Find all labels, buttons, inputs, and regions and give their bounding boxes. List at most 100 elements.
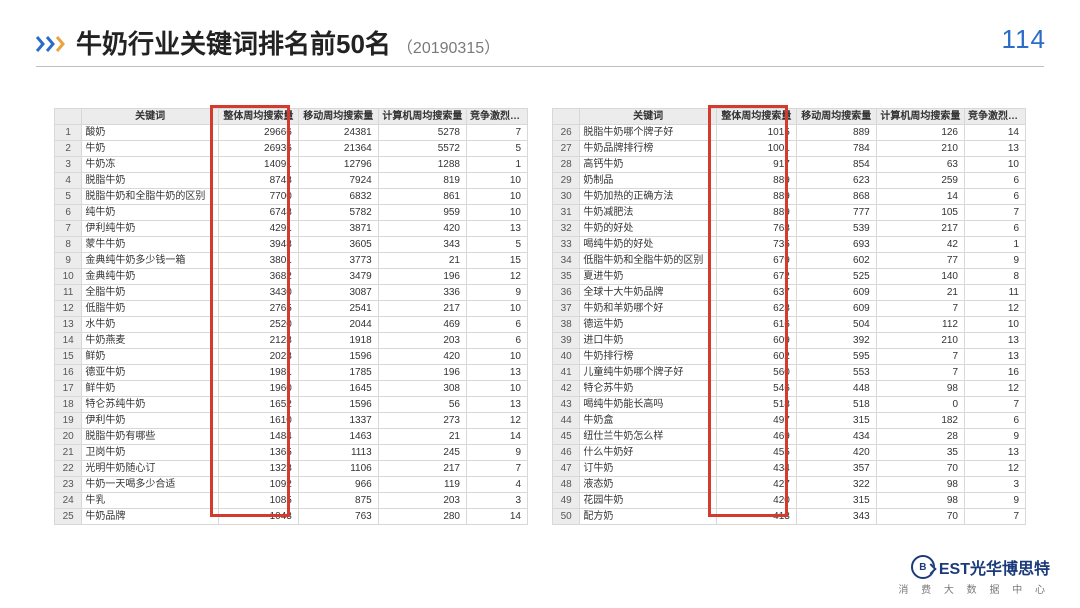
cell-index: 7 <box>55 221 82 237</box>
table-row: 21卫岗牛奶136511132459 <box>55 445 528 461</box>
table-row: 35夏进牛奶6725251408 <box>553 269 1026 285</box>
cell-total: 889 <box>716 173 796 189</box>
header: 牛奶行业关键词排名前50名 （20190315） <box>36 24 1044 61</box>
cell-compete: 6 <box>965 189 1026 205</box>
cell-compete: 10 <box>467 349 528 365</box>
cell-pc: 14 <box>876 189 964 205</box>
cell-compete: 13 <box>467 397 528 413</box>
cell-compete: 6 <box>965 173 1026 189</box>
table-row: 34低脂牛奶和全脂牛奶的区别679602779 <box>553 253 1026 269</box>
table-row: 32牛奶的好处7635392176 <box>553 221 1026 237</box>
cell-pc: 98 <box>876 477 964 493</box>
cell-total: 413 <box>716 509 796 525</box>
cell-index: 13 <box>55 317 82 333</box>
cell-index: 14 <box>55 333 82 349</box>
page-title: 牛奶行业关键词排名前50名 <box>76 24 391 61</box>
cell-keyword: 牛奶一天喝多少合适 <box>82 477 219 493</box>
table-row: 50配方奶413343707 <box>553 509 1026 525</box>
table-row: 9金典纯牛奶多少钱一箱380137732115 <box>55 253 528 269</box>
cell-mobile: 553 <box>796 365 876 381</box>
cell-mobile: 448 <box>796 381 876 397</box>
cell-pc: 126 <box>876 125 964 141</box>
cell-pc: 217 <box>378 301 466 317</box>
cell-pc: 119 <box>378 477 466 493</box>
table-row: 28高钙牛奶9178546310 <box>553 157 1026 173</box>
cell-total: 1652 <box>218 397 298 413</box>
cell-index: 20 <box>55 429 82 445</box>
cell-pc: 0 <box>876 397 964 413</box>
cell-keyword: 德亚牛奶 <box>82 365 219 381</box>
col-keyword: 关键词 <box>82 109 219 125</box>
cell-keyword: 低脂牛奶和全脂牛奶的区别 <box>580 253 717 269</box>
tables-container: 关键词 整体周均搜索量 移动周均搜索量 计算机周均搜索量 竞争激烈程度 1酸奶2… <box>54 108 1026 525</box>
cell-compete: 14 <box>467 509 528 525</box>
table-row: 8蒙牛牛奶394836053435 <box>55 237 528 253</box>
chevron-icon <box>36 35 46 53</box>
cell-keyword: 订牛奶 <box>580 461 717 477</box>
cell-compete: 7 <box>965 205 1026 221</box>
table-row: 43喝纯牛奶能长高吗51851807 <box>553 397 1026 413</box>
cell-pc: 420 <box>378 349 466 365</box>
cell-keyword: 高钙牛奶 <box>580 157 717 173</box>
cell-compete: 12 <box>965 381 1026 397</box>
cell-index: 17 <box>55 381 82 397</box>
table-row: 38德运牛奶61650411210 <box>553 317 1026 333</box>
cell-pc: 98 <box>876 493 964 509</box>
table-row: 17鲜牛奶1960164530810 <box>55 381 528 397</box>
cell-index: 48 <box>553 477 580 493</box>
cell-mobile: 777 <box>796 205 876 221</box>
cell-index: 11 <box>55 285 82 301</box>
table-row: 4脱脂牛奶8743792481910 <box>55 173 528 189</box>
cell-pc: 196 <box>378 269 466 285</box>
cell-mobile: 357 <box>796 461 876 477</box>
cell-mobile: 3773 <box>298 253 378 269</box>
header-rule <box>36 66 1044 67</box>
cell-mobile: 21364 <box>298 141 378 157</box>
cell-compete: 11 <box>965 285 1026 301</box>
cell-total: 1323 <box>218 461 298 477</box>
cell-index: 26 <box>553 125 580 141</box>
cell-index: 25 <box>55 509 82 525</box>
cell-mobile: 12796 <box>298 157 378 173</box>
cell-index: 12 <box>55 301 82 317</box>
cell-mobile: 889 <box>796 125 876 141</box>
cell-keyword: 牛奶品牌排行榜 <box>580 141 717 157</box>
cell-compete: 9 <box>467 285 528 301</box>
cell-compete: 10 <box>467 205 528 221</box>
cell-pc: 7 <box>876 365 964 381</box>
cell-index: 28 <box>553 157 580 173</box>
table-row: 36全球十大牛奶品牌6376092111 <box>553 285 1026 301</box>
cell-pc: 98 <box>876 381 964 397</box>
col-index <box>55 109 82 125</box>
cell-compete: 13 <box>467 365 528 381</box>
table-row: 16德亚牛奶1981178519613 <box>55 365 528 381</box>
cell-total: 7700 <box>218 189 298 205</box>
cell-pc: 203 <box>378 493 466 509</box>
cell-compete: 9 <box>965 253 1026 269</box>
cell-pc: 21 <box>876 285 964 301</box>
cell-index: 42 <box>553 381 580 397</box>
cell-compete: 7 <box>467 125 528 141</box>
table-row: 15鲜奶2023159642010 <box>55 349 528 365</box>
cell-compete: 13 <box>965 445 1026 461</box>
cell-mobile: 623 <box>796 173 876 189</box>
page-subtitle: （20190315） <box>397 34 500 58</box>
table-row: 5脱脂牛奶和全脂牛奶的区别7700683286110 <box>55 189 528 205</box>
cell-index: 23 <box>55 477 82 493</box>
cell-compete: 10 <box>467 381 528 397</box>
table-row: 27牛奶品牌排行榜100178421013 <box>553 141 1026 157</box>
chevron-icon <box>46 35 56 53</box>
cell-pc: 56 <box>378 397 466 413</box>
col-total: 整体周均搜索量 <box>716 109 796 125</box>
cell-index: 15 <box>55 349 82 365</box>
cell-index: 29 <box>553 173 580 189</box>
cell-index: 37 <box>553 301 580 317</box>
cell-keyword: 牛奶盒 <box>580 413 717 429</box>
cell-total: 1365 <box>218 445 298 461</box>
cell-total: 2765 <box>218 301 298 317</box>
cell-keyword: 喝纯牛奶能长高吗 <box>580 397 717 413</box>
cell-pc: 308 <box>378 381 466 397</box>
cell-index: 36 <box>553 285 580 301</box>
cell-compete: 6 <box>965 413 1026 429</box>
cell-pc: 217 <box>378 461 466 477</box>
